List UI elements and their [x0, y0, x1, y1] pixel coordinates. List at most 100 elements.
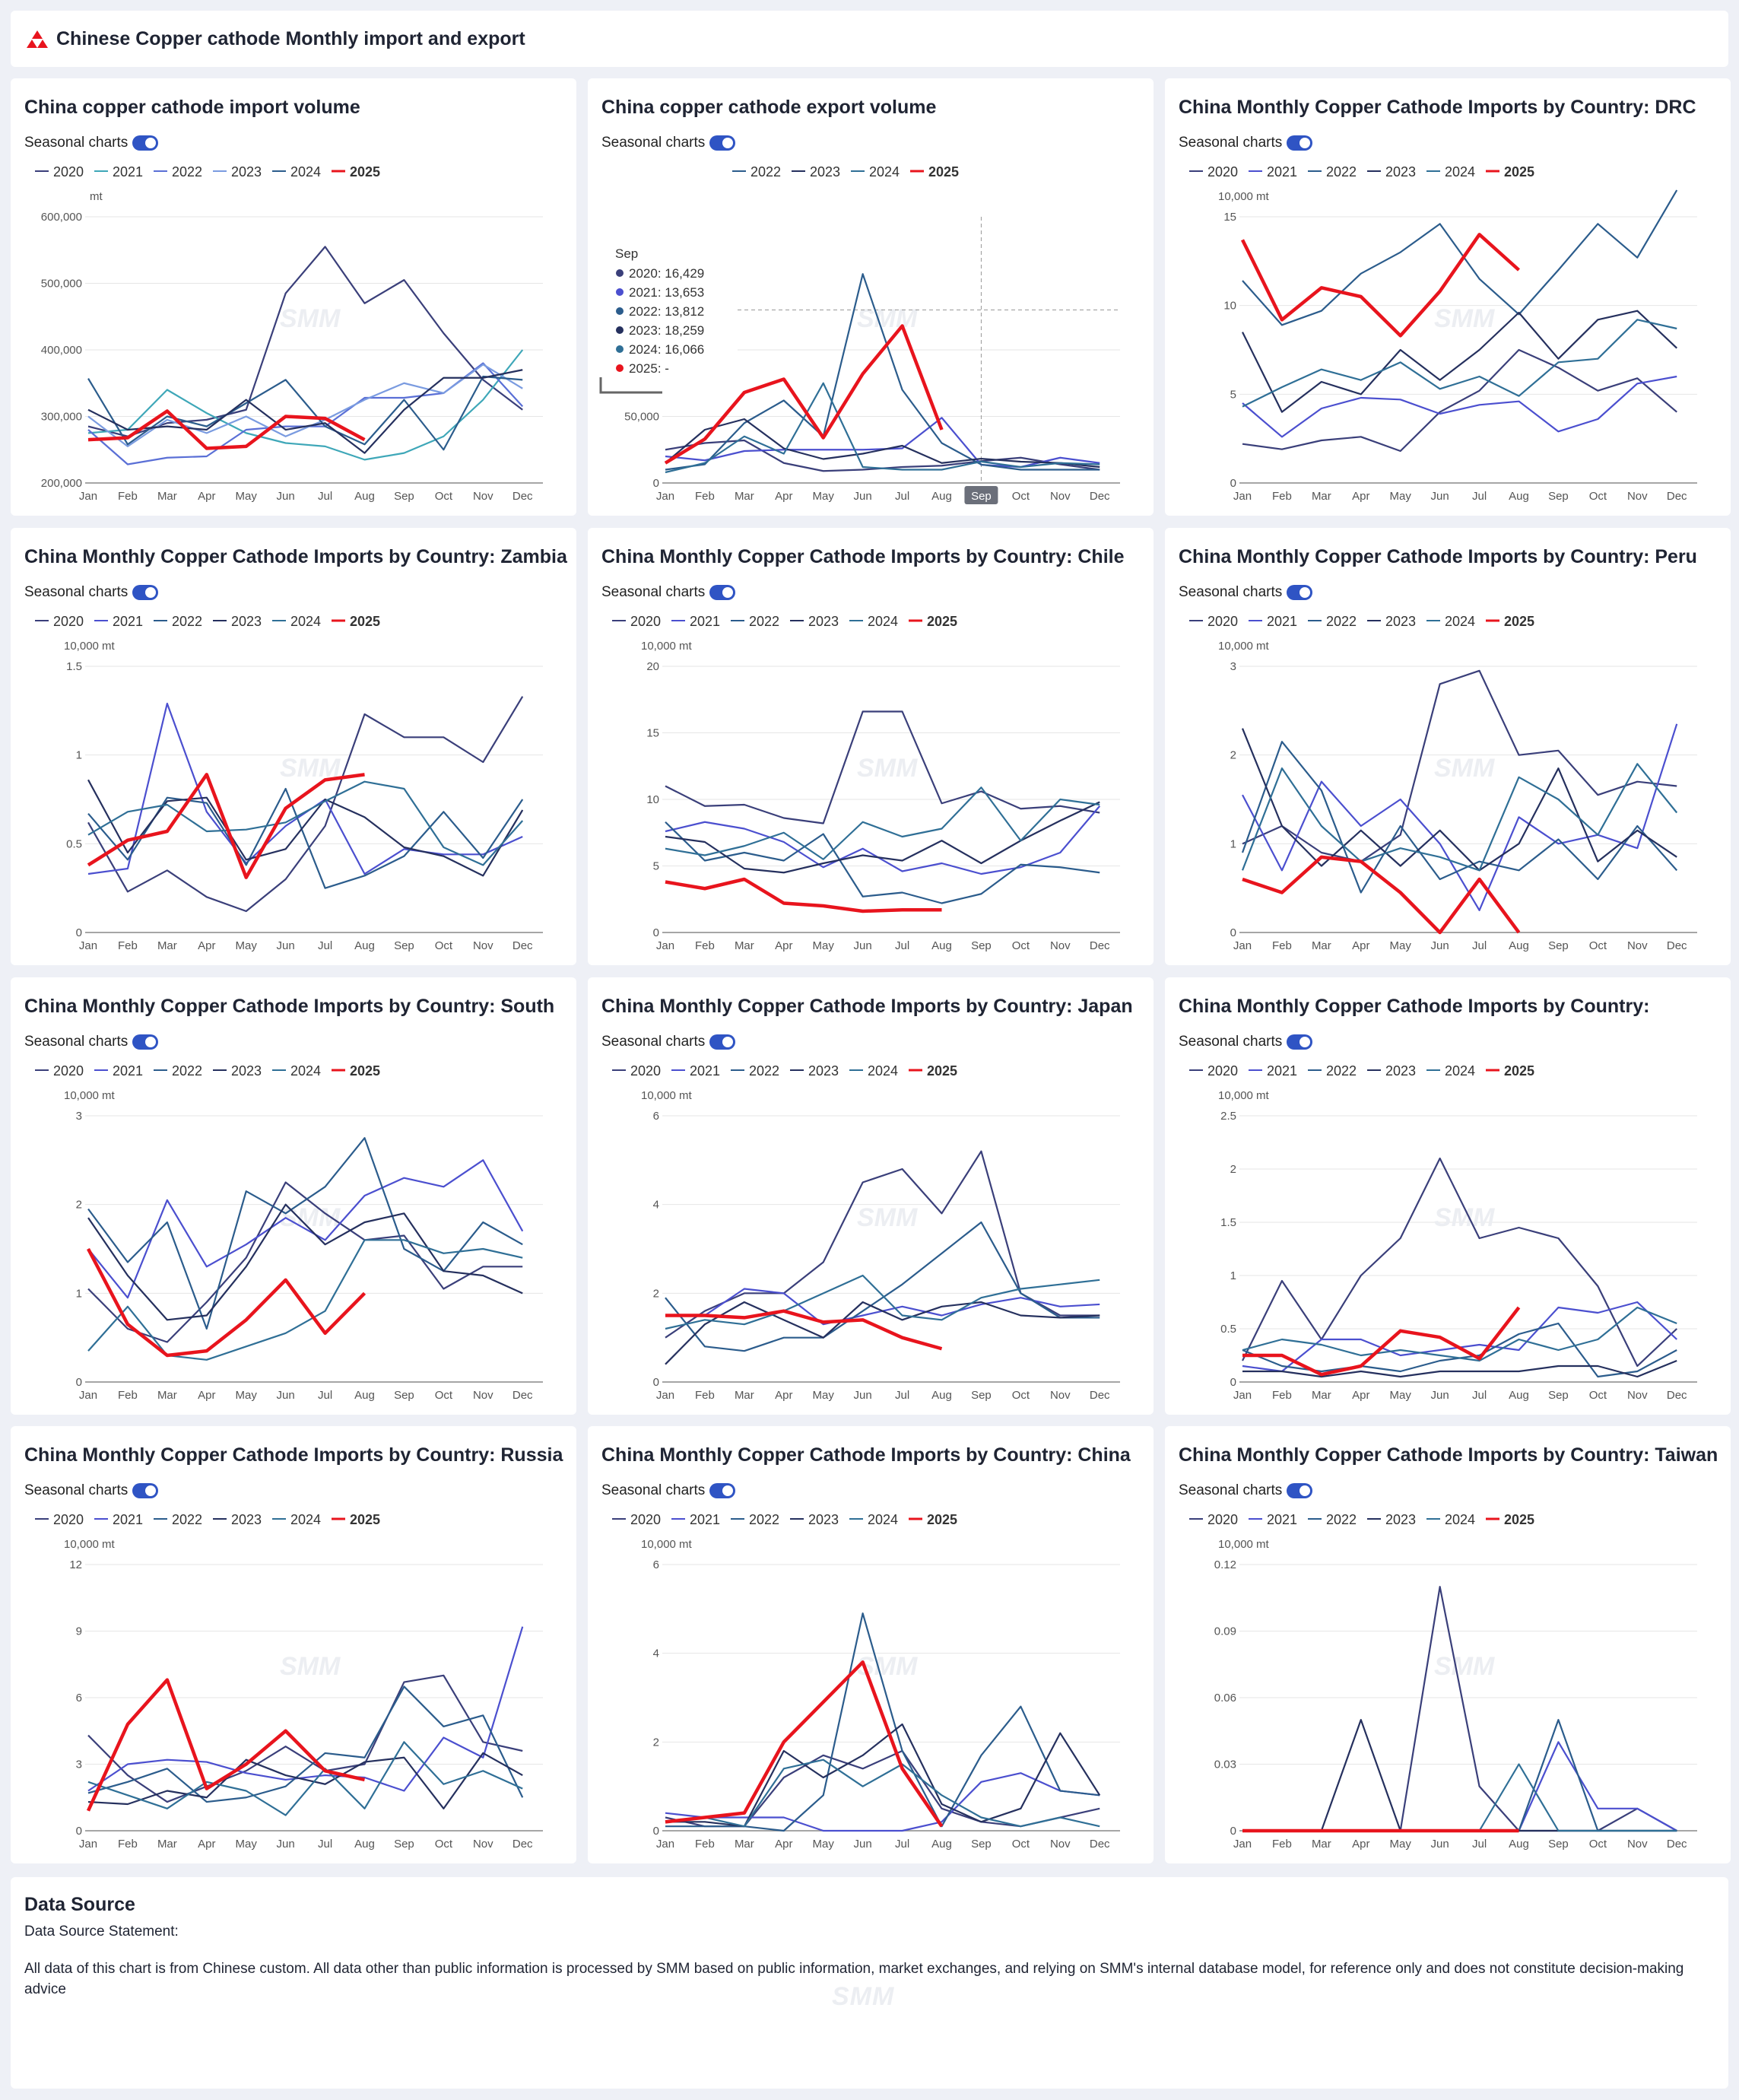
legend-item-2021[interactable]: 2021: [671, 1512, 720, 1527]
legend-item-2024[interactable]: 2024: [849, 1512, 898, 1527]
x-tick-label: Jun: [277, 1389, 295, 1402]
legend-item-2021[interactable]: 2021: [94, 614, 143, 629]
legend-item-2022[interactable]: 2022: [1308, 614, 1357, 629]
legend-item-2020[interactable]: 2020: [1189, 164, 1238, 180]
legend-item-2023[interactable]: 2023: [792, 164, 840, 180]
legend-item-2020[interactable]: 2020: [35, 1063, 84, 1079]
legend-item-2025[interactable]: 2025: [909, 1063, 957, 1079]
legend-item-2020[interactable]: 2020: [612, 1512, 661, 1527]
legend-item-2023[interactable]: 2023: [1367, 164, 1416, 180]
legend-item-2021[interactable]: 2021: [1249, 1063, 1297, 1079]
legend-item-2022[interactable]: 2022: [731, 1063, 779, 1079]
legend-item-2023[interactable]: 2023: [790, 614, 839, 629]
legend-item-2025[interactable]: 2025: [1486, 614, 1534, 629]
seasonal-toggle-switch[interactable]: [1287, 585, 1313, 600]
legend-item-2023[interactable]: 2023: [213, 1063, 262, 1079]
series-line-2021: [87, 349, 524, 461]
legend-item-2024[interactable]: 2024: [272, 164, 321, 180]
x-tick-label: Mar: [735, 939, 754, 952]
legend-item-2022[interactable]: 2022: [731, 614, 779, 629]
x-tick-label: Feb: [695, 939, 715, 952]
legend-item-2021[interactable]: 2021: [1249, 164, 1297, 180]
legend-item-2025[interactable]: 2025: [1486, 1063, 1534, 1079]
legend-item-2022[interactable]: 2022: [154, 1512, 202, 1527]
legend-item-2023[interactable]: 2023: [1367, 1063, 1416, 1079]
seasonal-toggle-switch[interactable]: [709, 1034, 736, 1050]
legend-item-2025[interactable]: 2025: [910, 164, 959, 180]
x-tick-label: Jun: [854, 939, 872, 952]
legend-item-2023[interactable]: 2023: [213, 1512, 262, 1527]
legend-item-2022[interactable]: 2022: [1308, 1512, 1357, 1527]
seasonal-toggle-switch[interactable]: [132, 135, 159, 151]
legend-item-2024[interactable]: 2024: [849, 1063, 898, 1079]
seasonal-toggle-switch[interactable]: [132, 1034, 159, 1050]
legend-item-2021[interactable]: 2021: [1249, 614, 1297, 629]
legend-item-2022[interactable]: 2022: [154, 164, 202, 180]
x-tick-label: Jul: [1472, 1838, 1487, 1851]
legend-item-2021[interactable]: 2021: [94, 164, 143, 180]
legend-item-2024[interactable]: 2024: [272, 1063, 321, 1079]
legend-item-2021[interactable]: 2021: [1249, 1512, 1297, 1527]
series-line-2024: [665, 382, 1100, 474]
legend-item-2020[interactable]: 2020: [35, 164, 84, 180]
legend-item-2023[interactable]: 2023: [790, 1512, 839, 1527]
seasonal-toggle-switch[interactable]: [1287, 135, 1313, 151]
legend-item-2025[interactable]: 2025: [1486, 164, 1534, 180]
legend-item-2020[interactable]: 2020: [35, 1512, 84, 1527]
legend-item-2023[interactable]: 2023: [1367, 614, 1416, 629]
legend-item-2022[interactable]: 2022: [1308, 164, 1357, 180]
legend-item-2021[interactable]: 2021: [671, 1063, 720, 1079]
legend-item-2025[interactable]: 2025: [332, 1063, 380, 1079]
series-line-2024: [87, 780, 524, 866]
seasonal-toggle-switch[interactable]: [709, 1483, 736, 1498]
x-tick-label: Nov: [473, 490, 493, 503]
legend-item-2023[interactable]: 2023: [790, 1063, 839, 1079]
legend-item-2024[interactable]: 2024: [272, 614, 321, 629]
seasonal-toggle-switch[interactable]: [709, 585, 736, 600]
seasonal-toggle-switch[interactable]: [1287, 1483, 1313, 1498]
x-tick-label: Oct: [1589, 939, 1607, 952]
seasonal-toggle-switch[interactable]: [132, 1483, 159, 1498]
y-unit-label: 10,000 mt: [641, 1538, 693, 1551]
seasonal-toggle-switch[interactable]: [1287, 1034, 1313, 1050]
legend-item-2024[interactable]: 2024: [1426, 1512, 1475, 1527]
legend-item-2020[interactable]: 2020: [1189, 614, 1238, 629]
y-unit-label: 10,000 mt: [1218, 1538, 1270, 1551]
legend-item-2023[interactable]: 2023: [213, 164, 262, 180]
legend-item-2021[interactable]: 2021: [94, 1512, 143, 1527]
line-chart: 2020 2021 2022 2023 2024 2025 10,000 mt 0 0.03 0.…: [1189, 1512, 1697, 1851]
legend-item-2025[interactable]: 2025: [909, 614, 957, 629]
chart-tooltip: Sep 2020: 16,429 2021: 13,653 2022: 13,812 2…: [599, 240, 738, 396]
legend-item-2022[interactable]: 2022: [732, 164, 781, 180]
legend-item-2024[interactable]: 2024: [1426, 1063, 1475, 1079]
legend-item-2024[interactable]: 2024: [849, 614, 898, 629]
legend-item-2025[interactable]: 2025: [332, 164, 380, 180]
seasonal-toggle-row: Seasonal charts: [601, 1034, 736, 1050]
x-tick-label: Dec: [1667, 1389, 1687, 1402]
legend-item-2025[interactable]: 2025: [909, 1512, 957, 1527]
y-tick-label: 0: [76, 1376, 82, 1389]
legend-item-2023[interactable]: 2023: [213, 614, 262, 629]
seasonal-toggle-switch[interactable]: [132, 585, 159, 600]
legend-item-2022[interactable]: 2022: [731, 1512, 779, 1527]
legend-item-2022[interactable]: 2022: [154, 1063, 202, 1079]
legend-item-2022[interactable]: 2022: [1308, 1063, 1357, 1079]
legend-item-2020[interactable]: 2020: [1189, 1512, 1238, 1527]
legend-item-2025[interactable]: 2025: [332, 614, 380, 629]
legend-item-2020[interactable]: 2020: [1189, 1063, 1238, 1079]
legend-item-2024[interactable]: 2024: [851, 164, 900, 180]
legend-item-2024[interactable]: 2024: [272, 1512, 321, 1527]
legend-item-2020[interactable]: 2020: [35, 614, 84, 629]
legend-item-2022[interactable]: 2022: [154, 614, 202, 629]
legend-item-2020[interactable]: 2020: [612, 1063, 661, 1079]
legend-item-2025[interactable]: 2025: [1486, 1512, 1534, 1527]
legend-item-2024[interactable]: 2024: [1426, 164, 1475, 180]
legend-item-2024[interactable]: 2024: [1426, 614, 1475, 629]
legend-item-2023[interactable]: 2023: [1367, 1512, 1416, 1527]
legend-item-2020[interactable]: 2020: [612, 614, 661, 629]
legend-item-2021[interactable]: 2021: [94, 1063, 143, 1079]
seasonal-toggle-switch[interactable]: [709, 135, 736, 151]
legend-item-2021[interactable]: 2021: [671, 614, 720, 629]
legend-item-2025[interactable]: 2025: [332, 1512, 380, 1527]
svg-text:2022: 2022: [172, 614, 202, 629]
